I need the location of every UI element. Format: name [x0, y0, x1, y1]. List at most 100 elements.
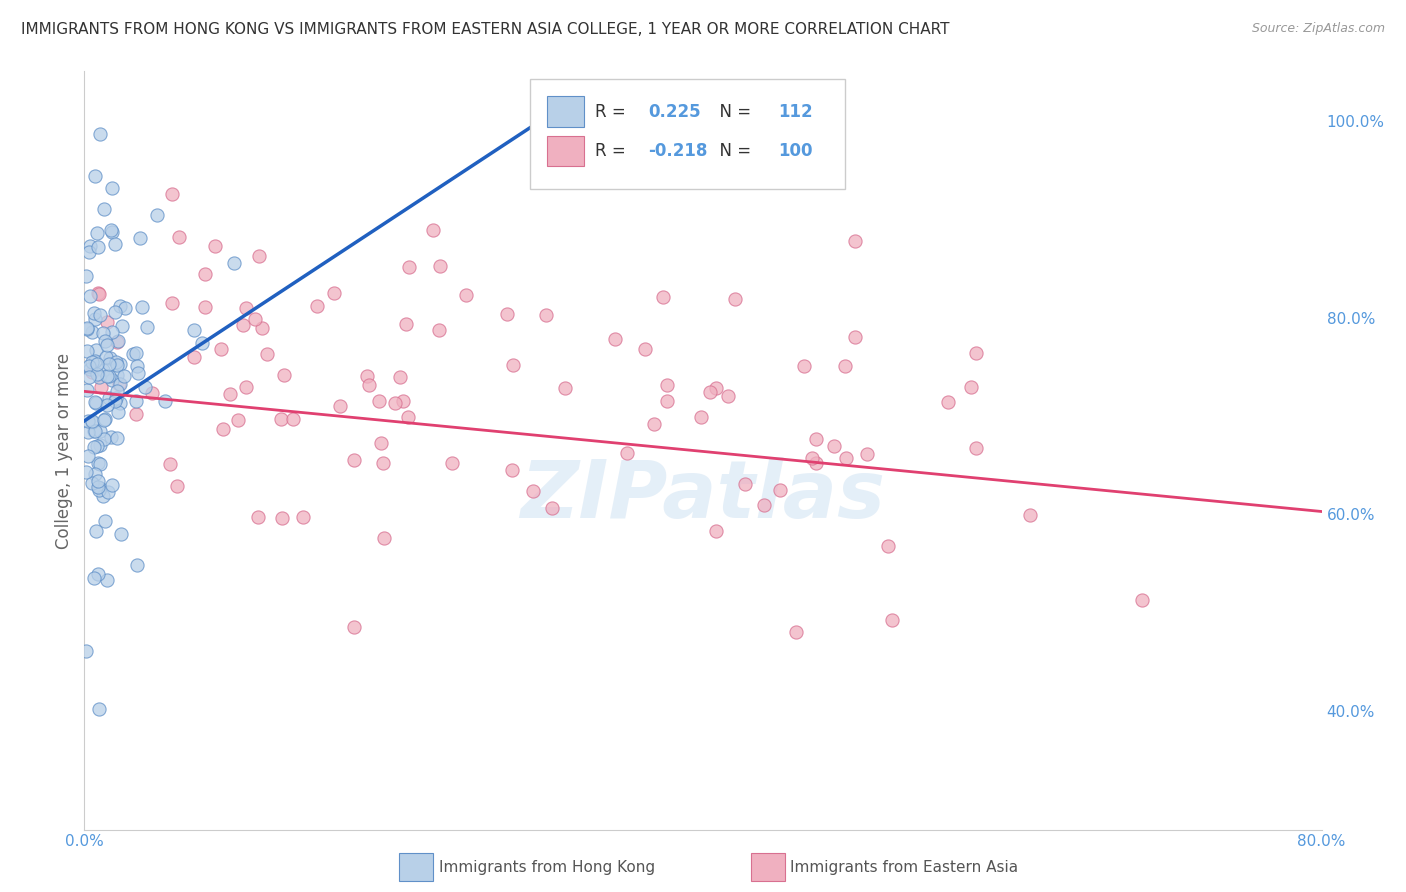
Point	[643, 417, 665, 432]
Point	[84, 343, 107, 358]
Point	[80, 414, 103, 428]
Point	[96, 315, 118, 329]
Point	[191, 336, 214, 351]
Point	[125, 558, 148, 572]
Point	[616, 446, 638, 460]
Point	[124, 394, 146, 409]
Point	[160, 187, 183, 202]
Point	[84, 467, 107, 481]
Point	[367, 394, 389, 409]
Point	[844, 234, 866, 248]
Point	[107, 431, 129, 445]
Point	[76, 344, 98, 359]
Point	[97, 391, 120, 405]
Text: Immigrants from Hong Kong: Immigrants from Hong Kong	[439, 860, 655, 874]
FancyBboxPatch shape	[547, 96, 585, 127]
FancyBboxPatch shape	[530, 79, 845, 189]
Point	[79, 289, 101, 303]
Point	[243, 312, 266, 326]
Point	[76, 322, 98, 336]
Point	[371, 456, 394, 470]
Point	[1019, 508, 1042, 522]
Point	[87, 480, 110, 494]
Point	[252, 321, 274, 335]
Point	[105, 358, 128, 372]
Text: 112: 112	[779, 103, 813, 120]
Point	[79, 239, 101, 253]
Point	[112, 369, 135, 384]
Point	[273, 368, 295, 382]
Point	[384, 396, 406, 410]
Point	[141, 386, 163, 401]
Text: N =: N =	[709, 142, 762, 160]
Point	[107, 405, 129, 419]
Point	[834, 451, 856, 466]
Point	[84, 395, 107, 409]
Point	[108, 376, 131, 391]
Point	[89, 287, 111, 301]
Point	[82, 355, 104, 369]
Point	[356, 368, 378, 383]
Point	[145, 208, 167, 222]
Point	[89, 127, 111, 141]
Point	[704, 524, 727, 538]
Point	[422, 223, 444, 237]
Point	[222, 256, 245, 270]
Point	[111, 318, 134, 333]
Point	[89, 481, 111, 495]
Text: -0.218: -0.218	[648, 142, 709, 160]
Point	[127, 366, 149, 380]
Point	[167, 230, 190, 244]
Point	[91, 363, 114, 377]
Point	[83, 424, 105, 438]
Point	[256, 347, 278, 361]
Point	[429, 259, 451, 273]
Point	[232, 318, 254, 332]
Point	[91, 489, 114, 503]
Point	[373, 531, 395, 545]
Text: 100: 100	[779, 142, 813, 160]
Point	[801, 450, 824, 465]
Point	[77, 370, 100, 384]
Text: 0.225: 0.225	[648, 103, 702, 120]
Point	[882, 613, 904, 627]
Point	[204, 239, 226, 253]
Point	[107, 334, 129, 349]
Point	[87, 701, 110, 715]
Point	[100, 430, 122, 444]
Point	[104, 392, 127, 406]
Point	[965, 442, 987, 456]
Point	[183, 323, 205, 337]
Point	[93, 202, 115, 217]
Point	[89, 308, 111, 322]
Point	[84, 169, 107, 183]
Point	[270, 411, 292, 425]
Point	[86, 368, 108, 382]
Point	[89, 483, 111, 498]
Point	[104, 394, 127, 409]
Point	[834, 359, 856, 374]
Point	[110, 527, 132, 541]
Text: Source: ZipAtlas.com: Source: ZipAtlas.com	[1251, 22, 1385, 36]
Point	[307, 300, 329, 314]
Point	[84, 524, 107, 538]
Point	[98, 369, 121, 384]
Point	[82, 365, 104, 379]
Text: IMMIGRANTS FROM HONG KONG VS IMMIGRANTS FROM EASTERN ASIA COLLEGE, 1 YEAR OR MOR: IMMIGRANTS FROM HONG KONG VS IMMIGRANTS …	[21, 22, 949, 37]
Point	[652, 290, 675, 304]
Point	[456, 288, 478, 302]
Point	[100, 226, 122, 240]
Point	[734, 477, 756, 491]
FancyBboxPatch shape	[547, 136, 585, 166]
Point	[104, 237, 127, 252]
Point	[785, 625, 807, 640]
Point	[98, 351, 121, 365]
Point	[752, 498, 775, 512]
Point	[162, 296, 184, 310]
Text: ZIPatlas: ZIPatlas	[520, 457, 886, 535]
Point	[194, 267, 217, 281]
Point	[105, 384, 128, 398]
Point	[91, 326, 114, 340]
Point	[159, 458, 181, 472]
Point	[134, 380, 156, 394]
